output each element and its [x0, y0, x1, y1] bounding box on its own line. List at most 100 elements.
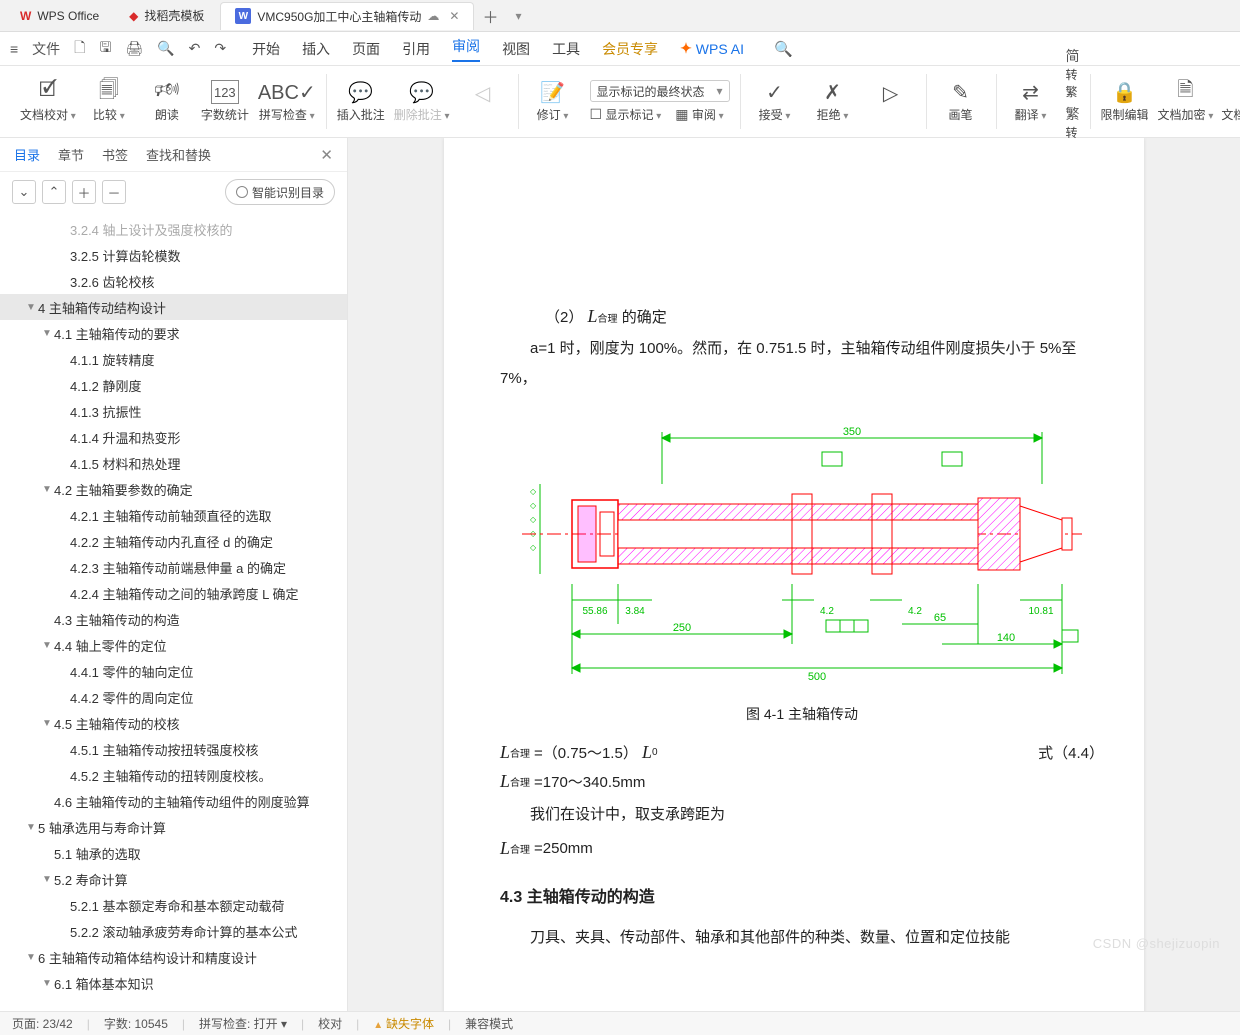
doc-proof-button[interactable]: 🗹文档校对: [20, 80, 76, 123]
toc-item[interactable]: ▼5.2 寿命计算: [0, 866, 347, 892]
expand-button[interactable]: ⌃: [42, 180, 66, 204]
toc-item[interactable]: ▼3.2.5 计算齿轮模数: [0, 242, 347, 268]
encrypt-button[interactable]: 🗎文档加密: [1158, 80, 1214, 123]
toc-tree: ▼3.2.4 轴上设计及强度校核的▼3.2.5 计算齿轮模数▼3.2.6 齿轮校…: [0, 212, 347, 1011]
collapse-button[interactable]: ⌄: [12, 180, 36, 204]
menu-view[interactable]: 视图: [502, 39, 530, 59]
menu-insert[interactable]: 插入: [302, 39, 330, 59]
text: 的确定: [622, 309, 667, 326]
document-area[interactable]: （2） L合理 的确定 a=1 时，刚度为 100%。然而，在 0.751.5 …: [348, 138, 1240, 1011]
app-tab-docai[interactable]: ◆找稻壳模板: [115, 2, 218, 30]
accept-button[interactable]: ✓接受: [750, 80, 800, 123]
toc-item[interactable]: ▼3.2.4 轴上设计及强度校核的: [0, 216, 347, 242]
toc-item[interactable]: ▼5.1 轴承的选取: [0, 840, 347, 866]
toc-item[interactable]: ▼4.1.1 旋转精度: [0, 346, 347, 372]
spell-check-button[interactable]: ABC✓拼写检查: [258, 80, 316, 123]
toc-item[interactable]: ▼4.2.1 主轴箱传动前轴颈直径的选取: [0, 502, 347, 528]
toc-item[interactable]: ▼4.2.2 主轴箱传动内孔直径 d 的确定: [0, 528, 347, 554]
prev-comment-button: ◁: [458, 82, 508, 122]
svg-text:55.86: 55.86: [582, 606, 607, 617]
toc-item[interactable]: ▼3.2.6 齿轮校核: [0, 268, 347, 294]
toc-item[interactable]: ▼4.2 主轴箱要参数的确定: [0, 476, 347, 502]
heading-4-3: 4.3 主轴箱传动的构造: [500, 883, 1104, 907]
add-heading-button[interactable]: ＋: [72, 180, 96, 204]
search-icon[interactable]: 🔍: [774, 40, 793, 58]
save-icon[interactable]: 🖫: [99, 37, 111, 61]
sidebar-tab-chapter[interactable]: 章节: [58, 145, 84, 164]
redo-icon[interactable]: ↷: [214, 40, 226, 57]
status-page[interactable]: 页面: 23/42: [12, 1015, 73, 1032]
menu-reference[interactable]: 引用: [402, 39, 430, 59]
toc-item[interactable]: ▼4.1.4 升温和热变形: [0, 424, 347, 450]
compare-button[interactable]: 🗐比较: [84, 80, 134, 123]
sidebar-tab-toc[interactable]: 目录: [14, 145, 40, 164]
new-icon[interactable]: 🗋: [74, 37, 85, 61]
add-tab-button[interactable]: ＋: [476, 4, 504, 28]
preview-icon[interactable]: 🔍: [157, 40, 174, 57]
toc-item[interactable]: ▼5.2.2 滚动轴承疲劳寿命计算的基本公式: [0, 918, 347, 944]
toc-item[interactable]: ▼4.1.3 抗振性: [0, 398, 347, 424]
toc-item[interactable]: ▼4.4 轴上零件的定位: [0, 632, 347, 658]
toc-item[interactable]: ▼4.3 主轴箱传动的构造: [0, 606, 347, 632]
status-spellcheck[interactable]: 拼写检查: 打开 ▾: [199, 1015, 287, 1032]
menu-wpsai[interactable]: ✦WPS AI: [680, 40, 744, 57]
sidebar-tab-bookmark[interactable]: 书签: [102, 145, 128, 164]
smart-toc-button[interactable]: 智能识别目录: [225, 179, 335, 205]
toc-item[interactable]: ▼4.1.5 材料和热处理: [0, 450, 347, 476]
word-count-button[interactable]: 123字数统计: [200, 80, 250, 123]
status-proof[interactable]: 校对: [318, 1015, 342, 1032]
toc-item[interactable]: ▼4.2.3 主轴箱传动前端悬伸量 a 的确定: [0, 554, 347, 580]
toc-item[interactable]: ▼4.5 主轴箱传动的校核: [0, 710, 347, 736]
finalize-button[interactable]: 🗎文档定稿: [1221, 80, 1240, 123]
markup-display-combo[interactable]: 显示标记的最终状态▾: [590, 80, 730, 102]
toc-item[interactable]: ▼5.2.1 基本额定寿命和基本额定动载荷: [0, 892, 347, 918]
status-missing-font[interactable]: 缺失字体: [373, 1015, 434, 1032]
toc-item[interactable]: ▼5 轴承选用与寿命计算: [0, 814, 347, 840]
toc-item[interactable]: ▼4 主轴箱传动结构设计: [0, 294, 347, 320]
print-icon[interactable]: 🖨: [125, 40, 143, 57]
close-panel-icon[interactable]: ✕: [320, 146, 333, 164]
paragraph: 我们在设计中，取支承跨距为: [500, 800, 1104, 830]
app-tab-wps[interactable]: WWPS Office: [6, 2, 113, 30]
tab-menu-button[interactable]: ▾: [504, 9, 532, 23]
toc-item[interactable]: ▼4.5.1 主轴箱传动按扭转强度校核: [0, 736, 347, 762]
paragraph: 刀具、夹具、传动部件、轴承和其他部件的种类、数量、位置和定位技能: [500, 923, 1104, 953]
toc-item[interactable]: ▼4.5.2 主轴箱传动的扭转刚度校核。: [0, 762, 347, 788]
track-changes-button[interactable]: 📝修订: [528, 80, 578, 123]
show-markup-button[interactable]: ☐ 显示标记: [590, 106, 662, 123]
toc-item[interactable]: ▼4.4.1 零件的轴向定位: [0, 658, 347, 684]
read-aloud-button[interactable]: 🕬朗读: [142, 80, 192, 123]
ink-button[interactable]: ✎画笔: [936, 80, 986, 123]
toc-item[interactable]: ▼4.4.2 零件的周向定位: [0, 684, 347, 710]
menu-vip[interactable]: 会员专享: [602, 39, 658, 59]
status-wordcount[interactable]: 字数: 10545: [104, 1015, 168, 1032]
insert-comment-button[interactable]: 💬插入批注: [336, 80, 386, 123]
toc-item[interactable]: ▼6.1 箱体基本知识: [0, 970, 347, 996]
menu-page[interactable]: 页面: [352, 39, 380, 59]
close-tab-icon[interactable]: ✕: [449, 9, 459, 23]
svg-text:◇: ◇: [530, 543, 537, 552]
menu-start[interactable]: 开始: [252, 39, 280, 59]
toc-item[interactable]: ▼4.1 主轴箱传动的要求: [0, 320, 347, 346]
translate-button[interactable]: ⇄翻译: [1006, 80, 1056, 123]
toc-item[interactable]: ▼4.1.2 静刚度: [0, 372, 347, 398]
remove-heading-button[interactable]: －: [102, 180, 126, 204]
file-menu[interactable]: 文件: [32, 39, 60, 59]
cloud-icon: ☁: [427, 9, 439, 23]
toc-item[interactable]: ▼4.6 主轴箱传动的主轴箱传动组件的刚度验算: [0, 788, 347, 814]
menu-review[interactable]: 审阅: [452, 36, 480, 62]
sidebar-tab-find[interactable]: 查找和替换: [146, 145, 211, 164]
svg-text:◇: ◇: [530, 501, 537, 510]
restrict-edit-button[interactable]: 🔒限制编辑: [1100, 80, 1150, 123]
app-tab-document[interactable]: WVMC950G加工中心主轴箱传动☁✕: [220, 2, 474, 30]
reject-button[interactable]: ✗拒绝: [808, 80, 858, 123]
hamburger-icon[interactable]: ≡: [10, 41, 18, 57]
menu-tools[interactable]: 工具: [552, 39, 580, 59]
toc-item[interactable]: ▼4.2.4 主轴箱传动之间的轴承跨度 L 确定: [0, 580, 347, 606]
status-bar: 页面: 23/42| 字数: 10545| 拼写检查: 打开 ▾| 校对| 缺失…: [0, 1011, 1240, 1035]
next-change-button[interactable]: ▷: [866, 82, 916, 122]
to-traditional-button[interactable]: 简 转繁: [1066, 46, 1080, 100]
toc-item[interactable]: ▼6 主轴箱传动箱体结构设计和精度设计: [0, 944, 347, 970]
undo-icon[interactable]: ↶: [189, 40, 201, 57]
review-pane-button[interactable]: ▦ 审阅: [675, 106, 723, 123]
